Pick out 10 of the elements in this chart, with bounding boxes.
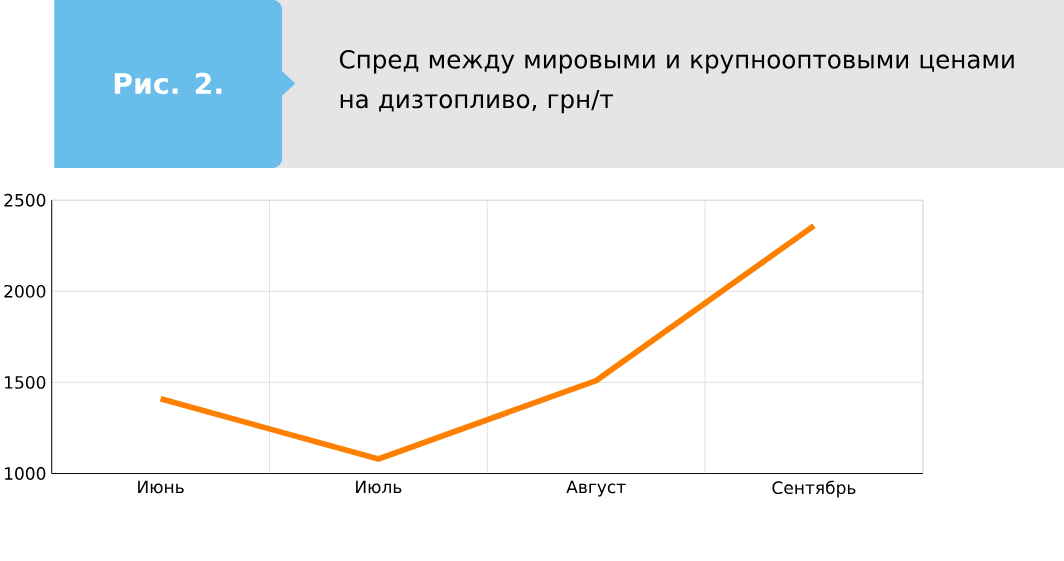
chart-title: Спред между мировыми и крупнооптовыми ценами на дизтопливо, грн/т [339, 50, 1014, 114]
x-tick-label: Июнь [138, 480, 184, 494]
text: Рис. 2. [114, 72, 222, 95]
y-tick-label: 1500 [5, 376, 46, 389]
x-tick-label: Сентябрь [772, 480, 856, 498]
x-tick-label: Июль [356, 480, 402, 494]
y-tick-label: 1000 [5, 467, 46, 481]
x-tick-label: Август [566, 480, 626, 497]
y-tick-label: 2500 [4, 193, 46, 207]
y-tick-label: 2000 [4, 284, 46, 298]
